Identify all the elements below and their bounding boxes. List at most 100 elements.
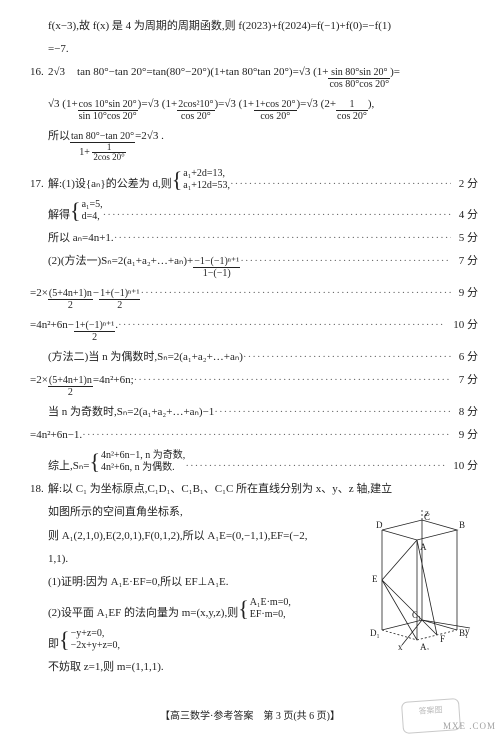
q15-line2: =−7.	[30, 41, 478, 58]
q16-line2: √3 (1+ cos 10°sin 20° sin 10°cos 20° )=√…	[30, 96, 478, 122]
leader-dots	[214, 404, 450, 421]
q16-frac2: cos 10°sin 20° sin 10°cos 20°	[78, 99, 138, 122]
points: 5 分	[451, 230, 478, 247]
q17-p2-l2: =2× (5+4n+1)n 2 − 1+(−1)ⁿ⁺¹ 2 9 分	[30, 285, 478, 311]
label-C1: C₁	[412, 610, 421, 620]
frac-n: tan 80°−tan 20°	[70, 131, 135, 143]
q16-line1: 16. 2√3 tan 80°−tan 20°=tan(80°−20°)(1+t…	[30, 64, 478, 90]
sys-line: a₁=5,	[82, 199, 103, 211]
q17-conclusion: 综上,Sₙ= { 4n²+6n−1, n 为奇数, 4n²+6n, n 为偶数.…	[30, 450, 478, 475]
left-brace-icon: {	[238, 598, 249, 620]
frac-n: 1	[336, 99, 368, 111]
q16-number: 16.	[30, 64, 48, 81]
q16-l2a: √3 (1+	[48, 96, 78, 113]
q15-text2: =−7.	[48, 41, 69, 58]
leader-dots	[240, 253, 451, 270]
points: 10 分	[445, 458, 478, 475]
frac-n: 2cos²10°	[177, 99, 214, 111]
brace-system: { A₁E·m=0, EF·m=0,	[238, 597, 291, 621]
leader-dots	[185, 458, 445, 475]
q17-m2-l2: =2× (5+4n+1)n 2 =4n²+6n; 7 分	[30, 372, 478, 398]
q17-p1-l2: 解得 { a₁=5, d=4, 4 分	[30, 199, 478, 224]
q16-frac3: 2cos²10° cos 20°	[177, 99, 214, 122]
q16-l3a: 所以	[48, 128, 70, 145]
label-B: B	[459, 520, 465, 530]
frac-n: cos 10°sin 20°	[78, 99, 138, 111]
q17-p2-l3: =4n²+6n− 1+(−1)ⁿ⁺¹ 2 . 10 分	[30, 317, 478, 343]
axis-x: x	[398, 642, 403, 650]
label-A: A	[420, 542, 427, 552]
axis-y: y	[465, 626, 470, 636]
leader-dots	[118, 317, 445, 334]
points: 2 分	[451, 176, 478, 193]
q17-m2-l2b: =4n²+6n;	[93, 372, 134, 389]
sys-line: d=4,	[82, 211, 103, 223]
q16-line3: 所以 tan 80°−tan 20° 1+ 1 2cos 20° =2√3 .	[30, 128, 478, 162]
q16-answer: 2√3	[48, 64, 65, 81]
q16-l2d: )=√3 (2+	[297, 96, 337, 113]
points: 4 分	[451, 207, 478, 224]
frac-n: (5+4n+1)n	[48, 288, 93, 300]
frac: (5+4n+1)n 2	[48, 288, 93, 311]
q17-m2-l4: =4n²+6n−1. 9 分	[30, 427, 478, 444]
left-brace-icon: {	[59, 629, 70, 651]
q17-p1-l1a: 解:(1)设{aₙ}的公差为 d,则	[48, 176, 172, 193]
q16-l1b: )=	[390, 64, 400, 81]
q18-l1: 18. 解:以 C₁ 为坐标原点,C₁D₁、C₁B₁、C₁C 所在直线分别为 x…	[30, 481, 478, 498]
q17-m2-l1t: (方法二)当 n 为偶数时,Sₙ=2(a₁+a₂+…+aₙ)	[48, 349, 243, 366]
label-D1: D₁	[370, 628, 380, 638]
points: 8 分	[451, 404, 478, 421]
q17-m2-l4t: =4n²+6n−1.	[30, 427, 82, 444]
points: 9 分	[451, 285, 478, 302]
frac-n: (5+4n+1)n	[48, 375, 93, 387]
brace-solution: { a₁=5, d=4,	[70, 199, 103, 223]
frac-d: cos 20°	[177, 111, 214, 122]
leader-dots	[243, 349, 451, 366]
page: f(x−3),故 f(x) 是 4 为周期的周期函数,则 f(2023)+f(2…	[0, 0, 500, 738]
points: 10 分	[445, 317, 478, 334]
frac-d: cos 20°	[254, 111, 296, 122]
frac-d: 2	[48, 387, 93, 398]
leader-dots	[114, 230, 451, 247]
q16-l3b: =2√3 .	[135, 128, 164, 145]
q18-l1t: 解:以 C₁ 为坐标原点,C₁D₁、C₁B₁、C₁C 所在直线分别为 x、y、z…	[48, 481, 392, 498]
q17-p1-l3t: 所以 aₙ=4n+1.	[48, 230, 114, 247]
frac: 1+(−1)ⁿ⁺¹ 2	[74, 320, 115, 343]
points: 7 分	[451, 372, 478, 389]
frac: −1−(−1)ⁿ⁺¹ 1−(−1)	[193, 256, 240, 279]
brace-system: { −y+z=0, −2x+y+z=0,	[59, 628, 120, 652]
q16-l2e: ),	[368, 96, 374, 113]
frac-d: 2	[48, 300, 93, 311]
q16-l2c: )=√3 (1+	[215, 96, 255, 113]
label-E: E	[372, 574, 378, 584]
points: 6 分	[451, 349, 478, 366]
frac-d: sin 10°cos 20°	[78, 111, 138, 122]
leader-dots	[103, 207, 451, 224]
leader-dots	[134, 372, 451, 389]
q16-frac5: 1 cos 20°	[336, 99, 368, 122]
q17-conc-a: 综上,Sₙ=	[48, 458, 89, 475]
label-A1: A₁	[420, 642, 430, 650]
q18-l7a: 即	[48, 636, 59, 653]
q17-p2-l3a: =4n²+6n−	[30, 317, 74, 334]
piece-line: 4n²+6n, n 为偶数.	[101, 462, 185, 474]
leader-dots	[140, 285, 450, 302]
frac-d: cos 20°	[336, 111, 368, 122]
leader-dots	[82, 427, 451, 444]
frac-d: 2	[99, 300, 140, 311]
frac-n: −1−(−1)ⁿ⁺¹	[193, 256, 240, 268]
brace-system: { a₁+2d=13, a₁+12d=53,	[172, 168, 230, 192]
q16-frac1: sin 80°sin 20° cos 80°cos 20°	[328, 67, 390, 90]
sys-line: a₁+12d=53,	[183, 180, 230, 192]
q18-l2t: 如图所示的空间直角坐标系,	[48, 504, 183, 521]
q17-p1-l3: 所以 aₙ=4n+1. 5 分	[30, 230, 478, 247]
sys-line: EF·m=0,	[250, 609, 291, 621]
frac: 1+(−1)ⁿ⁺¹ 2	[99, 288, 140, 311]
points: 7 分	[451, 253, 478, 270]
q15-line1: f(x−3),故 f(x) 是 4 为周期的周期函数,则 f(2023)+f(2…	[30, 18, 478, 35]
q17-number: 17.	[30, 176, 48, 193]
inner-frac: 1 2cos 20°	[92, 143, 125, 162]
piece-line: 4n²+6n−1, n 为奇数,	[101, 450, 185, 462]
prism-diagram: D B A C F E D₁ B₁ C₁ A₁ x y z	[362, 510, 472, 650]
left-brace-icon: {	[89, 451, 100, 473]
